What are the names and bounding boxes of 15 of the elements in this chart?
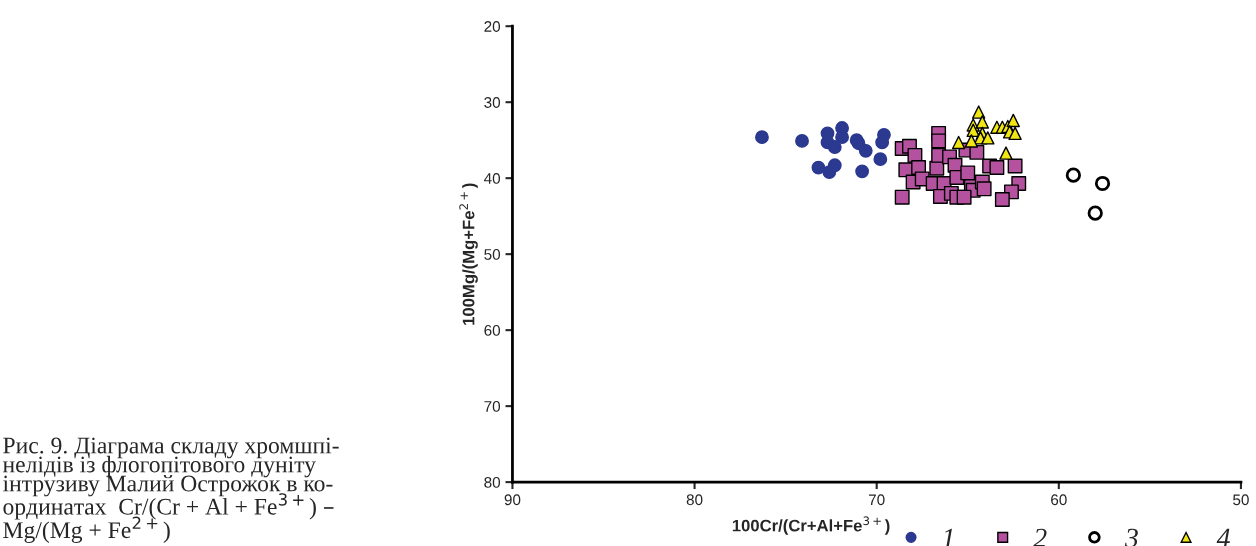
y-tick-label: 50 [484, 249, 501, 260]
text: Рис. 9. Діаграма складу хромшпі- нелідів із флогопітового дуніту інтрузиву Малий Острожок в ко- ординатах Cr/(Cr + Al + Fe$^{3+}$) – Mg/(Mg + Fe$^{2+}$) [2, 437, 339, 543]
y-axis-title: 100Mg/(Mg+Fe$^{2+}$) [459, 183, 478, 325]
y-tick-label: 70 [484, 401, 501, 412]
x-tick-label: 50 [1233, 494, 1249, 506]
y-tick-label: 20 [484, 21, 501, 32]
y-tick-label: 30 [484, 97, 501, 108]
x-tick-label: 80 [686, 494, 703, 506]
y-tick-label: 40 [484, 173, 501, 184]
x-tick-label: 60 [1051, 494, 1067, 506]
y-tick-label: 60 [484, 325, 501, 336]
y-tick-label: 80 [484, 476, 501, 488]
x-tick-label: 70 [868, 494, 885, 506]
x-axis-title: 100Cr/(Cr+Al+Fe$^{3+}$) [732, 516, 890, 535]
x-tick-label: 90 [504, 494, 521, 506]
